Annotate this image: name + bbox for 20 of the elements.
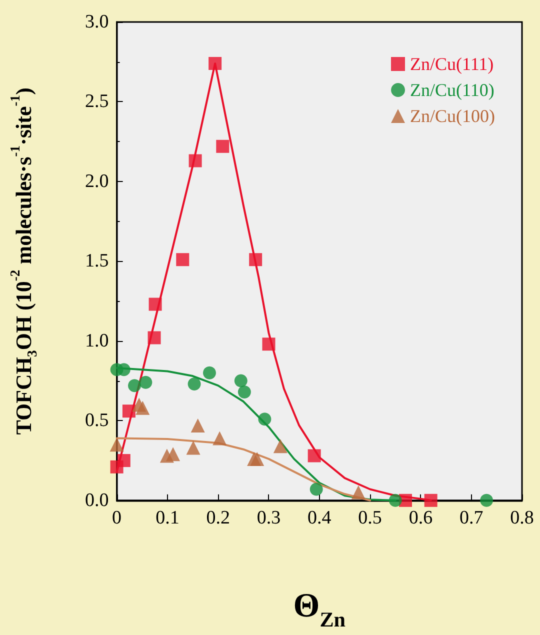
y-tick-label: 0.5 <box>85 410 109 432</box>
y-tick-label: 2.5 <box>85 91 109 112</box>
x-tick-label: 0.8 <box>510 507 534 528</box>
x-tick-label: 0.6 <box>408 507 433 528</box>
y-tick-label: 0.0 <box>85 490 109 511</box>
y-tick-label: 3.0 <box>85 12 109 32</box>
x-tick-label: 0.4 <box>308 507 332 528</box>
y-tick-label: 1.0 <box>85 330 109 352</box>
x-tick-label: 0.3 <box>256 507 281 528</box>
legend-label: Zn/Cu(111) <box>410 54 494 74</box>
x-tick-label: 0.5 <box>358 507 382 528</box>
x-tick-label: 0.7 <box>459 507 484 528</box>
legend-label: Zn/Cu(100) <box>410 106 496 126</box>
y-tick-label: 1.5 <box>85 250 109 272</box>
x-tick-label: 0.1 <box>156 507 180 528</box>
text: TOFCH3OH (10-2 molecules·s-1·site-1) <box>8 88 40 435</box>
legend-label: Zn/Cu(110) <box>410 80 494 100</box>
x-tick-label: 0.2 <box>206 507 230 528</box>
y-tick-label: 2.0 <box>85 170 109 192</box>
x-tick-label: 0 <box>112 507 122 528</box>
